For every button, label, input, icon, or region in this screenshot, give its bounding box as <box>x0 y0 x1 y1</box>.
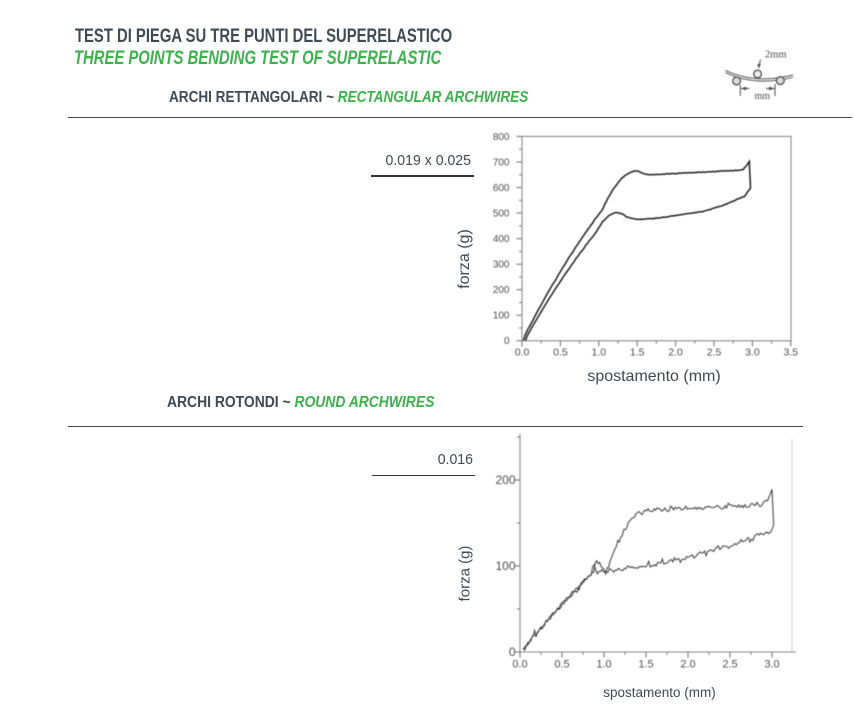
svg-text:1.0: 1.0 <box>596 659 611 671</box>
svg-text:200: 200 <box>495 473 515 487</box>
svg-text:2.5: 2.5 <box>707 347 722 359</box>
svg-text:0.5: 0.5 <box>554 659 569 671</box>
svg-text:600: 600 <box>493 183 510 194</box>
svg-text:mm: mm <box>755 91 771 102</box>
svg-text:100: 100 <box>493 311 510 322</box>
svg-text:800: 800 <box>493 132 510 143</box>
svg-text:0.0: 0.0 <box>515 347 530 359</box>
svg-text:0.0: 0.0 <box>512 659 527 671</box>
svg-text:1.5: 1.5 <box>630 347 645 359</box>
svg-text:1.5: 1.5 <box>638 659 653 671</box>
svg-text:1.0: 1.0 <box>591 347 606 359</box>
svg-text:0.5: 0.5 <box>553 347 568 359</box>
svg-text:400: 400 <box>493 234 510 245</box>
svg-text:2mm: 2mm <box>765 49 787 60</box>
svg-text:700: 700 <box>493 157 510 168</box>
svg-text:2.0: 2.0 <box>668 347 683 359</box>
svg-text:500: 500 <box>493 209 510 220</box>
svg-text:200: 200 <box>493 285 510 296</box>
svg-text:0: 0 <box>509 645 516 659</box>
svg-text:2.5: 2.5 <box>722 659 737 671</box>
svg-text:300: 300 <box>493 260 510 271</box>
svg-text:0: 0 <box>504 336 510 347</box>
svg-text:100: 100 <box>495 559 515 573</box>
svg-text:3.5: 3.5 <box>783 347 798 359</box>
svg-text:3.0: 3.0 <box>745 347 760 359</box>
svg-text:2.0: 2.0 <box>680 659 695 671</box>
svg-text:3.0: 3.0 <box>764 659 779 671</box>
